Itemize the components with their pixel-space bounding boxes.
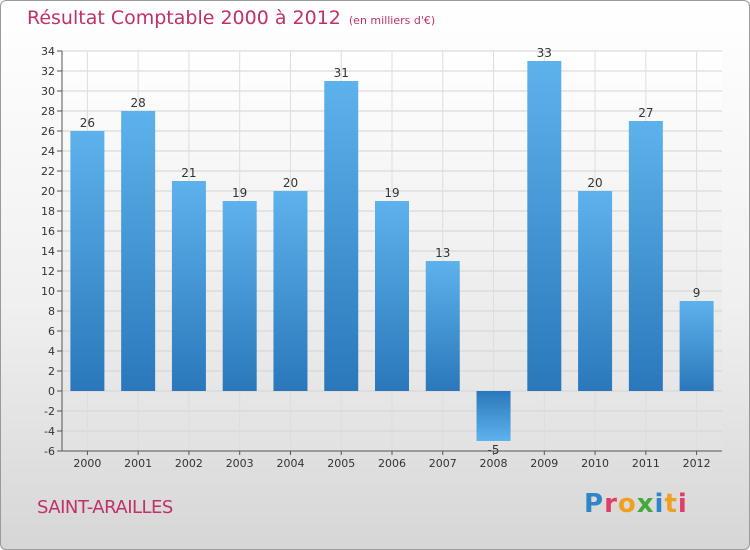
value-label-2003: 19 xyxy=(232,186,247,200)
value-label-2004: 20 xyxy=(283,176,298,190)
y-tick-label: -2 xyxy=(44,405,55,418)
x-tick-label: 2006 xyxy=(378,457,406,470)
bar-2006[interactable] xyxy=(375,201,409,391)
value-label-2010: 20 xyxy=(587,176,602,190)
bar-2009[interactable] xyxy=(527,61,562,391)
commune-name: SAINT-ARAILLES xyxy=(37,497,173,518)
bar-2007[interactable] xyxy=(425,261,460,391)
y-tick-label: 12 xyxy=(41,265,55,278)
y-tick-label: 14 xyxy=(41,245,55,258)
y-tick-label: -6 xyxy=(44,445,55,458)
x-tick-label: 2012 xyxy=(683,457,711,470)
x-tick-label: 2011 xyxy=(632,457,660,470)
x-tick-label: 2004 xyxy=(276,457,304,470)
y-tick-label: 26 xyxy=(41,125,55,138)
chart-title: Résultat Comptable 2000 à 2012 (en millie… xyxy=(27,7,435,29)
bar-2010[interactable] xyxy=(578,191,613,391)
logo-letter: P xyxy=(584,489,605,519)
axes: -6-4-20246810121416182022242628303234200… xyxy=(41,45,722,470)
x-tick-label: 2003 xyxy=(226,457,254,470)
y-tick-label: 18 xyxy=(41,205,55,218)
x-tick-label: 2005 xyxy=(327,457,355,470)
logo-letter: i xyxy=(654,489,665,519)
x-tick-label: 2008 xyxy=(480,457,508,470)
bar-2012[interactable] xyxy=(679,301,714,391)
y-tick-label: 16 xyxy=(41,225,55,238)
bar-2004[interactable] xyxy=(273,191,308,391)
y-tick-label: 2 xyxy=(48,365,55,378)
bar-2000[interactable] xyxy=(70,131,105,391)
y-tick-label: 0 xyxy=(48,385,55,398)
bar-2005[interactable] xyxy=(324,81,359,391)
value-label-2008: -5 xyxy=(488,443,500,457)
y-tick-label: 8 xyxy=(48,305,55,318)
logo-letter: r xyxy=(604,489,618,519)
x-tick-label: 2001 xyxy=(124,457,152,470)
value-label-2007: 13 xyxy=(435,246,450,260)
value-label-2000: 26 xyxy=(80,116,95,130)
y-tick-label: 24 xyxy=(41,145,55,158)
y-tick-label: 22 xyxy=(41,165,55,178)
y-tick-label: 4 xyxy=(48,345,55,358)
x-tick-label: 2010 xyxy=(581,457,609,470)
value-label-2005: 31 xyxy=(334,66,349,80)
y-tick-label: 20 xyxy=(41,185,55,198)
y-tick-label: 10 xyxy=(41,285,55,298)
logo-letter: x xyxy=(636,489,655,519)
bar-2008[interactable] xyxy=(476,391,511,441)
value-label-2009: 33 xyxy=(537,46,552,60)
value-label-2011: 27 xyxy=(638,106,653,120)
logo-letter: o xyxy=(617,489,637,519)
y-tick-label: 28 xyxy=(41,105,55,118)
x-tick-label: 2000 xyxy=(73,457,101,470)
x-tick-label: 2007 xyxy=(429,457,457,470)
y-tick-label: 30 xyxy=(41,85,55,98)
chart-subtitle: (en milliers d'€) xyxy=(348,14,436,27)
bar-2001[interactable] xyxy=(121,111,156,391)
bar-2003[interactable] xyxy=(222,201,257,391)
title-text: Résultat Comptable 2000 à 2012 xyxy=(27,7,341,29)
value-label-2002: 21 xyxy=(181,166,196,180)
bar-2011[interactable] xyxy=(628,121,663,391)
x-tick-label: 2002 xyxy=(175,457,203,470)
y-tick-label: -4 xyxy=(44,425,55,438)
bar-2002[interactable] xyxy=(171,181,206,391)
value-label-2006: 19 xyxy=(384,186,399,200)
proxiti-logo[interactable]: Proxiti xyxy=(584,489,688,519)
x-tick-label: 2009 xyxy=(530,457,558,470)
y-tick-label: 32 xyxy=(41,65,55,78)
y-tick-label: 6 xyxy=(48,325,55,338)
value-label-2012: 9 xyxy=(693,286,701,300)
logo-letter: i xyxy=(677,489,688,519)
logo-letter: t xyxy=(664,489,678,519)
bars: 26 28 21 19 20 31 19 13 -5 33 20 27 9 xyxy=(70,46,714,457)
y-tick-label: 34 xyxy=(41,45,55,58)
value-label-2001: 28 xyxy=(131,96,146,110)
